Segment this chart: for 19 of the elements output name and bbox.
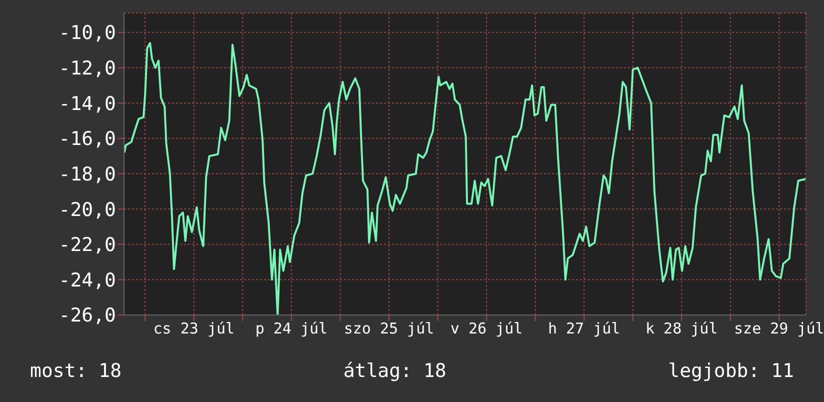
text: átlag: 18 — [343, 360, 446, 382]
x-tick-label: v 26 júl — [450, 320, 523, 338]
x-tick-label: szo 25 júl — [344, 320, 434, 338]
y-tick-label: -14,0 — [58, 92, 116, 115]
x-tick-label: sze 29 júl — [734, 320, 824, 338]
y-tick-label: -24,0 — [58, 269, 116, 292]
y-tick-label: -10,0 — [58, 22, 116, 44]
y-tick-label: -18,0 — [58, 163, 116, 186]
y-tick-label: -20,0 — [58, 198, 116, 221]
y-tick-label: -12,0 — [58, 57, 116, 80]
y-tick-label: -16,0 — [58, 128, 116, 150]
x-tick-label: p 24 júl — [255, 320, 328, 338]
x-tick-label: h 27 júl — [548, 320, 620, 338]
text: legjobb: 11 — [668, 360, 794, 382]
text: most: 18 — [30, 360, 122, 382]
x-tick-label: cs 23 júl — [153, 320, 235, 338]
y-tick-label: -22,0 — [58, 234, 116, 256]
x-tick-label: k 28 júl — [646, 320, 718, 338]
y-tick-label: -26,0 — [58, 304, 116, 327]
